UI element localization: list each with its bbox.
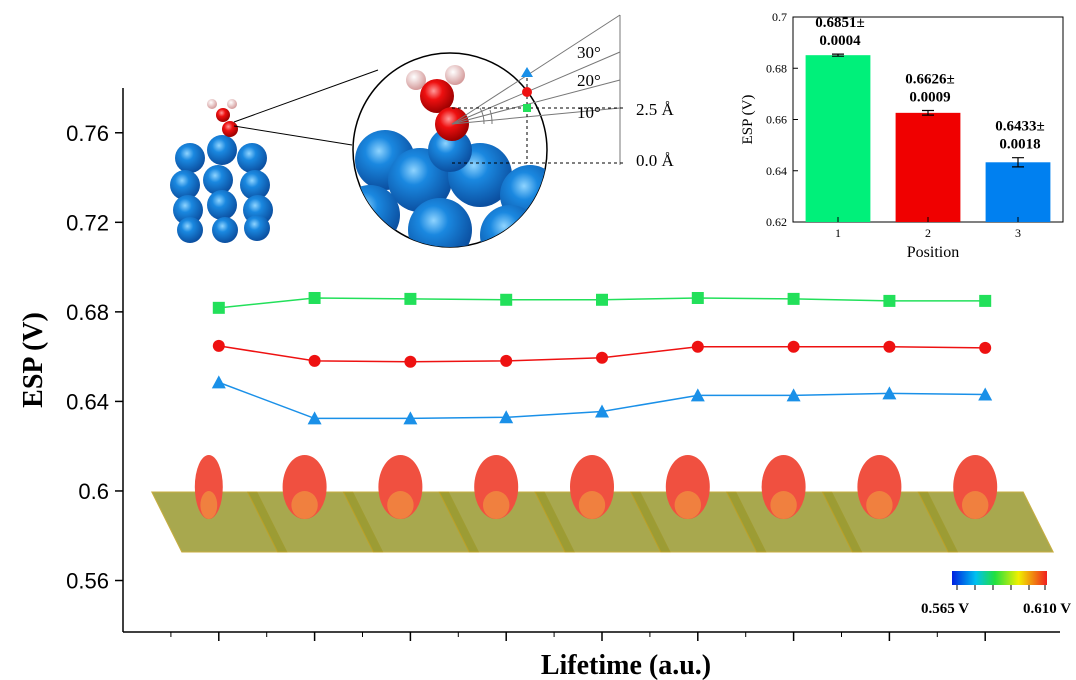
error-label: 0.0004 bbox=[819, 33, 861, 49]
marker bbox=[595, 404, 609, 418]
error-label: 0.0018 bbox=[999, 137, 1040, 153]
y-tick-label: 0.56 bbox=[66, 569, 109, 594]
esp-surface-core bbox=[578, 491, 606, 519]
marker bbox=[596, 351, 608, 364]
error-bar bbox=[922, 109, 934, 116]
esp-surface-core bbox=[770, 491, 797, 519]
inset-x-tick-label: 1 bbox=[835, 226, 841, 240]
value-label: 0.6851± bbox=[815, 15, 864, 31]
marker bbox=[404, 292, 417, 305]
marker bbox=[211, 375, 226, 389]
marker bbox=[787, 292, 800, 305]
colorbar-label: 0.610 V bbox=[1023, 601, 1071, 617]
esp-surface-core bbox=[483, 491, 510, 519]
marker bbox=[786, 388, 801, 402]
value-label: 0.6626± bbox=[905, 72, 954, 88]
marker bbox=[882, 386, 897, 400]
schematic bbox=[170, 14, 625, 248]
annotation: 30° bbox=[577, 43, 601, 62]
inset-y-tick-label: 0.68 bbox=[766, 61, 787, 75]
marker bbox=[691, 340, 704, 353]
colorbar bbox=[952, 571, 1047, 585]
annotation: 10° bbox=[577, 103, 601, 122]
annotation: 2.5 Å bbox=[636, 100, 675, 119]
esp-surface-core bbox=[962, 491, 989, 519]
marker bbox=[787, 340, 800, 353]
inset-y-tick-label: 0.62 bbox=[766, 215, 787, 229]
inset-x-tick-label: 3 bbox=[1015, 226, 1021, 240]
marker bbox=[500, 354, 513, 367]
annotation: 0.0 Å bbox=[636, 151, 675, 170]
esp-surface-core bbox=[866, 491, 893, 519]
marker bbox=[500, 293, 513, 306]
esp-surface-core bbox=[291, 491, 318, 519]
y-tick-label: 0.76 bbox=[66, 121, 109, 146]
cluster bbox=[170, 99, 273, 243]
y-tick-label: 0.6 bbox=[78, 479, 109, 504]
inset-y-tick-label: 0.66 bbox=[766, 113, 787, 127]
bar bbox=[895, 112, 961, 222]
y-axis-label: ESP (V) bbox=[18, 312, 49, 408]
bar bbox=[985, 162, 1051, 222]
marker bbox=[883, 294, 896, 307]
marker bbox=[499, 410, 514, 424]
marker bbox=[596, 293, 608, 306]
marker bbox=[979, 341, 992, 354]
inset-y-tick-label: 0.7 bbox=[772, 10, 787, 24]
error-bar bbox=[832, 53, 844, 57]
marker bbox=[404, 355, 417, 368]
marker bbox=[979, 294, 992, 307]
marker bbox=[212, 301, 225, 314]
colorbar-label: 0.565 V bbox=[921, 601, 969, 617]
marker bbox=[883, 340, 896, 353]
marker bbox=[403, 411, 418, 425]
bar bbox=[805, 55, 871, 223]
x-axis-label: Lifetime (a.u.) bbox=[541, 650, 711, 680]
marker bbox=[691, 291, 704, 304]
marker bbox=[978, 387, 993, 401]
marker bbox=[308, 291, 321, 304]
esp-surface-core bbox=[387, 491, 414, 519]
marker bbox=[308, 354, 321, 367]
esp-surface-core bbox=[200, 491, 218, 519]
inset-y-axis-label: ESP (V) bbox=[740, 95, 756, 145]
value-label: 0.6433± bbox=[995, 119, 1044, 135]
annotation: 20° bbox=[577, 71, 601, 90]
inset-x-tick-label: 2 bbox=[925, 226, 931, 240]
marker bbox=[307, 411, 322, 425]
error-label: 0.0009 bbox=[909, 90, 950, 106]
esp-surface-core bbox=[674, 491, 701, 519]
error-bar bbox=[1012, 157, 1024, 168]
marker bbox=[212, 339, 225, 352]
y-tick-label: 0.68 bbox=[66, 300, 109, 325]
inset-x-axis-label: Position bbox=[907, 244, 959, 261]
y-tick-label: 0.64 bbox=[66, 389, 109, 414]
marker bbox=[690, 388, 705, 402]
inset-y-tick-label: 0.64 bbox=[766, 164, 787, 178]
y-tick-label: 0.72 bbox=[66, 210, 109, 235]
